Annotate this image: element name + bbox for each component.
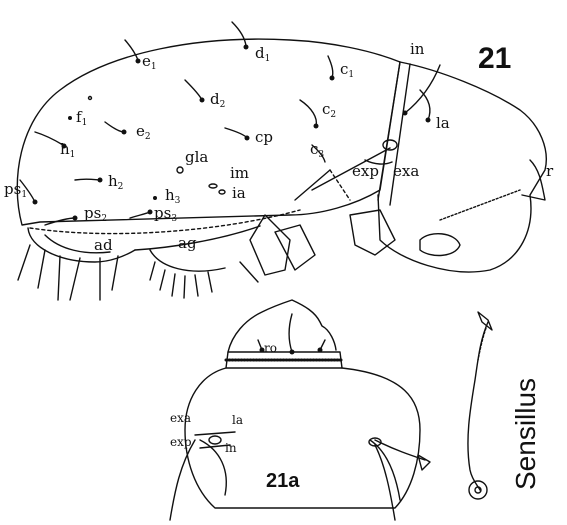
ventral-plate-left: [27, 227, 136, 263]
label-im: im: [230, 164, 250, 182]
ventral-adanal: [44, 234, 111, 254]
label-la: la: [436, 114, 450, 132]
label-ad: ad: [94, 236, 113, 254]
dorsal-body: [184, 367, 421, 509]
label-exa-dorsal: exa: [170, 411, 192, 425]
figure-number-21: 21: [478, 42, 512, 75]
label-d2: d2: [210, 90, 226, 110]
label-e1: e1: [142, 52, 157, 72]
label-ps2: ps2: [84, 204, 108, 224]
sensillus-lateral: [311, 147, 391, 191]
label-f1: f1: [76, 108, 88, 128]
label-c2: c2: [322, 100, 337, 120]
label-in: in: [410, 40, 425, 58]
label-c1: c1: [340, 60, 355, 80]
label-ps1: ps1: [4, 180, 28, 200]
label-d1: d1: [255, 44, 271, 64]
dorsal-rostrum: [227, 299, 337, 353]
label-h2: h2: [108, 172, 124, 192]
sensillus-detail: [467, 321, 489, 491]
leg-2: [274, 224, 316, 271]
label-ro-dorsal: ro: [264, 341, 277, 355]
rostrum: [521, 159, 546, 201]
sensillus-caption: Sensillus: [510, 377, 541, 490]
label-ps3: ps3: [154, 204, 178, 224]
label-e2: e2: [136, 122, 151, 142]
ventral-anal: [149, 249, 226, 272]
label-la-dorsal: la: [232, 413, 243, 427]
leg-1: [249, 214, 291, 276]
label-ia: ia: [232, 184, 246, 202]
label-ro-lateral: r: [546, 162, 554, 180]
label-cp: cp: [255, 128, 274, 146]
notogaster-outline: [16, 38, 401, 226]
label-exa: exa: [393, 162, 420, 180]
label-h1: h1: [60, 140, 76, 160]
label-exp-dorsal: exp: [170, 435, 192, 449]
label-h3: h3: [165, 186, 181, 206]
prodorsum-outline: [377, 61, 547, 273]
figure-number-21a: 21a: [266, 470, 300, 492]
label-c3: c3: [310, 140, 325, 160]
ventral-plate-mid: [134, 225, 261, 251]
label-ag: ag: [178, 234, 197, 252]
label-gla: gla: [185, 148, 209, 166]
label-exp: exp: [352, 162, 379, 180]
label-in-dorsal: in: [225, 441, 237, 455]
